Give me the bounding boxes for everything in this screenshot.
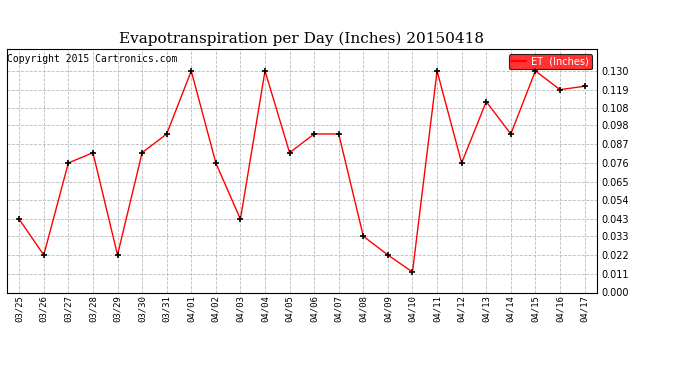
Text: Copyright 2015 Cartronics.com: Copyright 2015 Cartronics.com xyxy=(7,54,177,64)
Title: Evapotranspiration per Day (Inches) 20150418: Evapotranspiration per Day (Inches) 2015… xyxy=(119,32,484,46)
Legend: ET  (Inches): ET (Inches) xyxy=(509,54,592,69)
